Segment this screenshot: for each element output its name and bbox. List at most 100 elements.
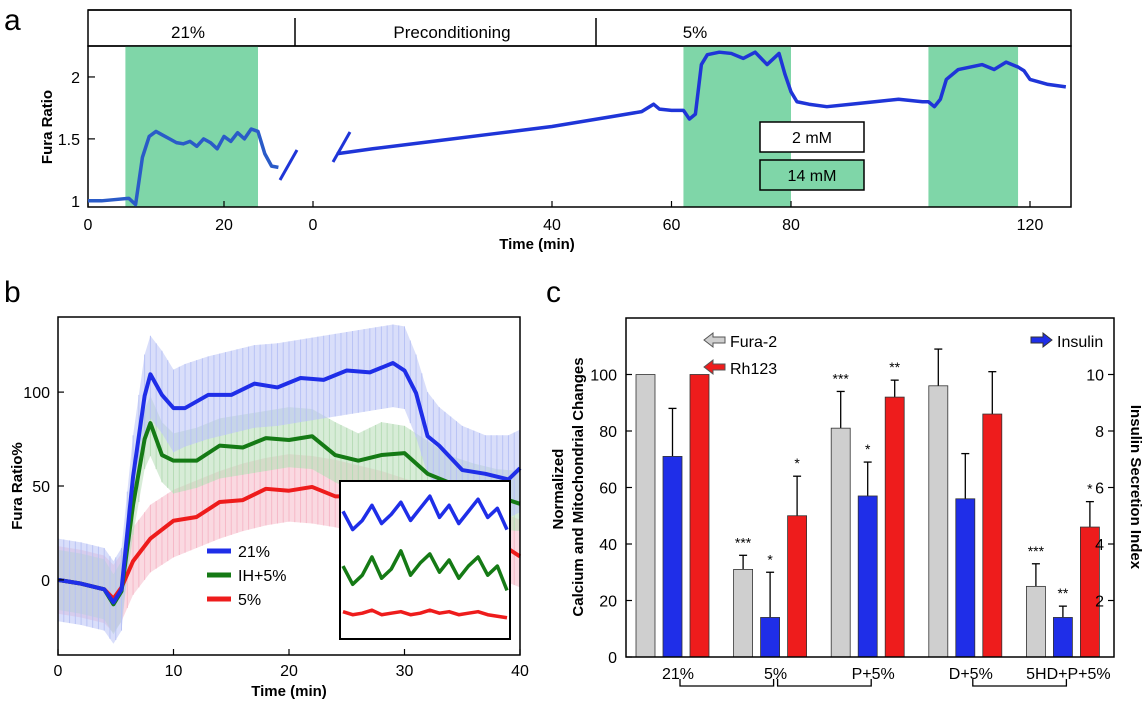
x-tick-label: 20 [215, 217, 233, 234]
bar-rh123 [884, 396, 905, 658]
shaded-region-14mm [125, 46, 259, 207]
y-tick-label: 20 [599, 594, 617, 611]
axis-ticks: 0 50 100 0 10 20 30 40 [23, 385, 529, 680]
legend-label-insulin: Insulin [1057, 334, 1103, 351]
axis-ticks: 11.520 20 0 40 60 80 120 [58, 70, 1044, 234]
arrow-right-icon [1030, 331, 1053, 349]
bar-insulin [662, 456, 683, 658]
significance-stars: ** [889, 359, 900, 375]
y-axis-label-c: Normalized Calcium and Mitochondrial Cha… [550, 357, 587, 616]
bars: 21%*****5%******P+5% D+5%******5HD+P+5% [635, 348, 1111, 683]
inset-line [341, 494, 509, 532]
y-tick-label: 0 [608, 650, 617, 667]
legend-label-14mm: 14 mM [788, 168, 837, 185]
bar-fura-2 [1026, 585, 1046, 658]
panel-a: 21% Preconditioning 5% 11.520 20 0 40 60 80 12… [39, 9, 1072, 253]
y-axis-label-a: Fura Ratio [39, 90, 56, 164]
legend-box-2mm [759, 121, 865, 153]
significance-stars: * [767, 551, 773, 567]
comparison-brackets [679, 679, 1068, 687]
arrow-left-icon [703, 358, 726, 376]
category-label: P+5% [852, 666, 895, 683]
x-axis-label-b: Time (min) [251, 683, 327, 700]
x-tick-label: 0 [84, 217, 93, 234]
comparison-bracket [679, 679, 775, 687]
condition-label: Preconditioning [393, 23, 510, 42]
bar-insulin [955, 498, 976, 658]
x-tick-label: 30 [396, 663, 414, 680]
x-tick-label: 40 [511, 663, 529, 680]
legend-label-ih5: IH+5% [238, 568, 286, 585]
y-tick-label: 2 [71, 70, 80, 87]
y-tick-label: 1 [71, 194, 80, 211]
significance-stars: * [794, 455, 800, 471]
y-tick-label: 100 [590, 368, 617, 385]
x-tick-label: 80 [782, 217, 800, 234]
bar-fura-2 [830, 427, 851, 658]
bar-insulin [760, 617, 780, 658]
trace-21-percent [88, 127, 279, 207]
inset-traces [341, 494, 509, 620]
inset-line [341, 549, 509, 592]
y-tick-label: 50 [32, 479, 50, 496]
y-tick-label: 100 [23, 385, 50, 402]
fura-trace [88, 50, 1067, 207]
significance-stars: *** [833, 370, 850, 386]
axis-ticks: 0 20 40 60 80 100 2 4 6 8 10 [590, 368, 1114, 667]
y-tick-label-right: 8 [1095, 424, 1104, 441]
x-tick-label: 60 [663, 217, 681, 234]
y-axis-label-line-2: Calcium and Mitochondrial Changes [570, 357, 587, 616]
trace-preconditioning [336, 50, 1067, 156]
axis-break-mark [278, 149, 299, 181]
y-tick-label-right: 4 [1095, 537, 1104, 554]
glucose-shading [125, 46, 1019, 207]
legend-label-fura2: Fura-2 [730, 334, 777, 351]
category-label: 5% [764, 666, 787, 683]
condition-label: 21% [171, 23, 205, 42]
bar-fura-2 [733, 569, 753, 658]
series-line [57, 361, 522, 605]
x-tick-label: 0 [54, 663, 63, 680]
x-tick-label: 40 [543, 217, 561, 234]
axis-break-mark [331, 131, 352, 163]
category-label: D+5% [949, 666, 993, 683]
shaded-region-14mm [928, 46, 1019, 207]
y-axis-label-b: Fura Ratio% [9, 442, 26, 530]
y-tick-label-right: 10 [1086, 368, 1104, 385]
x-tick-label: 120 [1017, 217, 1044, 234]
y-tick-label-right: 6 [1095, 481, 1104, 498]
y-axis-label-right-c: Insulin Secretion Index [1127, 405, 1144, 570]
inset-line [342, 608, 508, 620]
category-label: 21% [662, 666, 694, 683]
bar-rh123 [787, 515, 807, 658]
significance-stars: * [1087, 481, 1093, 497]
x-axis-label-a: Time (min) [499, 236, 575, 253]
panel-label-a: a [4, 4, 21, 37]
category-label: 5HD+P+5% [1026, 666, 1111, 683]
legend-label-5: 5% [238, 592, 261, 609]
y-tick-label-right: 2 [1095, 594, 1104, 611]
bar-rh123 [689, 374, 710, 658]
bar-fura-2 [928, 385, 949, 658]
y-tick-label: 1.5 [58, 132, 80, 149]
condition-bar [87, 9, 1072, 47]
panel-label-c: c [546, 276, 561, 309]
y-axis-label-line-1: Normalized [550, 449, 567, 530]
x-tick-label: 0 [309, 217, 318, 234]
y-tick-label: 0 [41, 573, 50, 590]
bar-fura-2 [635, 374, 656, 658]
plot-frame [87, 45, 1072, 208]
significance-stars: *** [1028, 543, 1045, 559]
x-tick-label: 20 [280, 663, 298, 680]
arrow-left-icon [703, 331, 726, 349]
condition-label: 5% [683, 23, 708, 42]
legend-label-21: 21% [238, 544, 270, 561]
bar-insulin [857, 495, 878, 658]
comparison-bracket [776, 679, 872, 687]
significance-stars: ** [1057, 585, 1068, 601]
panel-label-b: b [4, 276, 21, 309]
bar-rh123 [982, 413, 1003, 658]
comparison-bracket [972, 679, 1068, 687]
y-tick-label: 80 [599, 424, 617, 441]
